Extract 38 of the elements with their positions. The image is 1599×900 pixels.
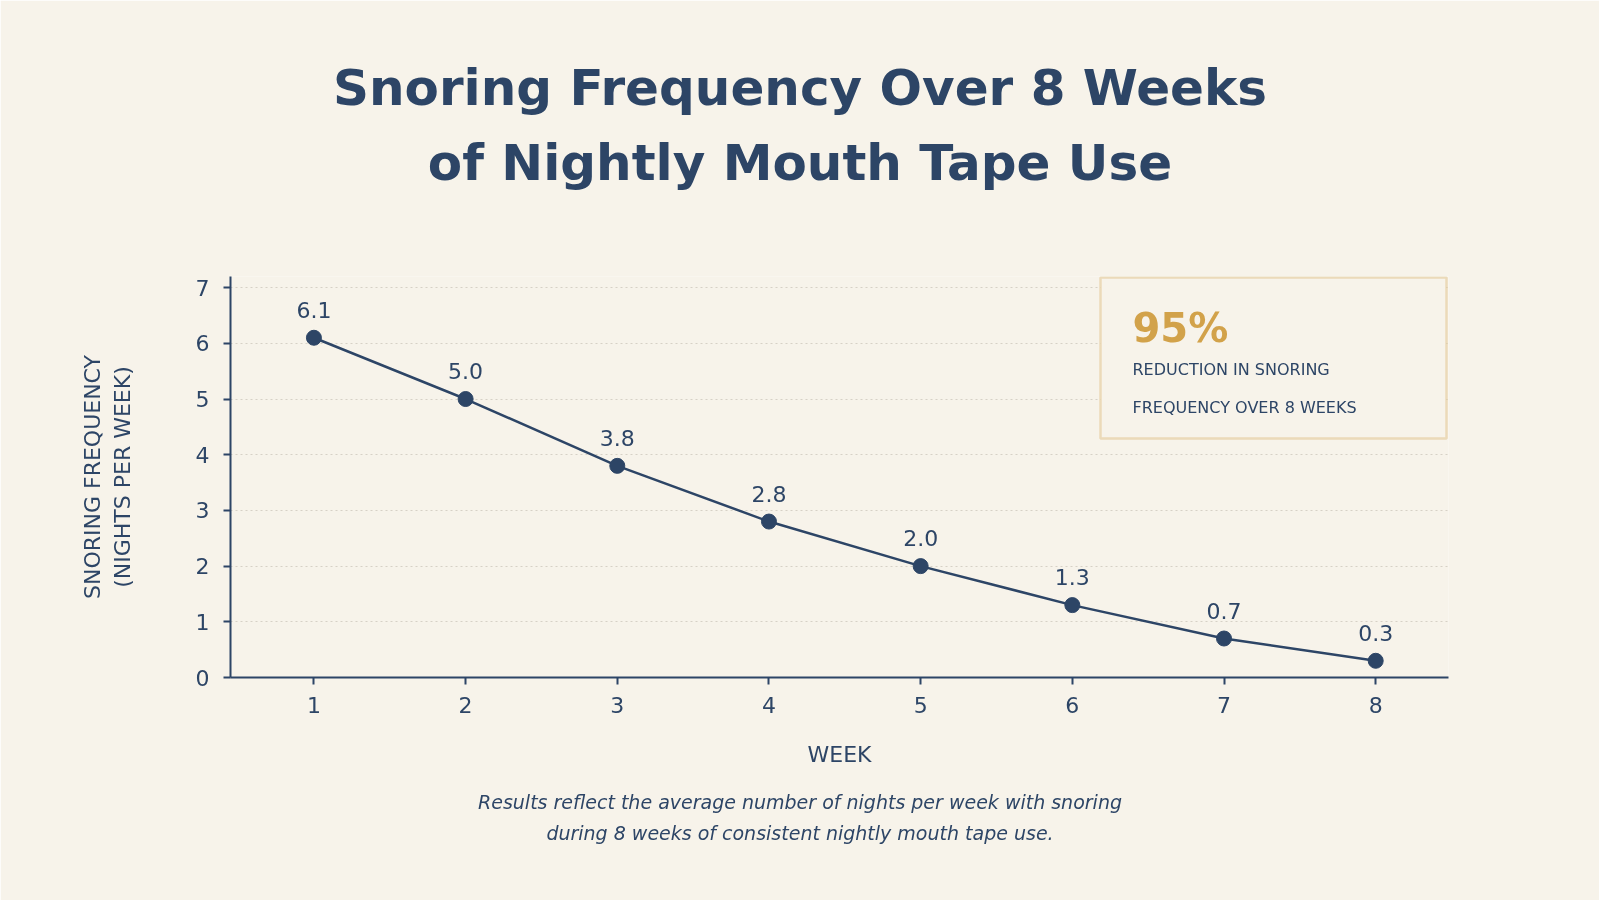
point	[760, 513, 777, 530]
y-axis-title: SNORING FREQUENCY (NIGHTS PER WEEK)	[79, 354, 135, 600]
x-tick-label: 5	[913, 692, 928, 718]
data-label: 0.3	[1358, 620, 1394, 646]
point	[1367, 652, 1384, 669]
data-label: 2.0	[903, 526, 939, 552]
y-tick-label: 3	[195, 498, 210, 524]
y-tick-label: 4	[195, 442, 210, 468]
y-tick-label: 6	[195, 331, 210, 357]
y-tick-label: 5	[195, 387, 210, 413]
y-tick-label: 1	[195, 609, 210, 635]
data-label: 6.1	[296, 297, 332, 323]
annotation: REDUCTION IN SNORING FREQUENCY OVER 8 WEEKS	[1132, 360, 1357, 417]
x-tick-label: 6	[1065, 692, 1080, 718]
point	[1064, 597, 1081, 614]
annotation: 95%	[1132, 304, 1229, 351]
y-tick-label: 0	[195, 665, 210, 691]
text: Results reflect the average number of nights per week with snoring during 8 weeks of consistent nightly mouth tape use.	[478, 790, 1122, 845]
data-label: 2.8	[751, 481, 787, 507]
x-tick-label: 7	[1217, 692, 1232, 718]
point	[609, 457, 626, 474]
point	[305, 329, 322, 346]
x-axis-title: WEEK	[807, 741, 873, 767]
point	[1216, 630, 1233, 647]
x-tick-label: 3	[610, 692, 625, 718]
y-tick-label: 7	[195, 275, 210, 301]
x-tick-label: 2	[458, 692, 473, 718]
data-label: 1.3	[1054, 565, 1090, 591]
chart-title: Snoring Frequency Over 8 Weeks of Nightly Mouth Tape Use	[332, 58, 1268, 193]
data-label: 5.0	[448, 359, 484, 385]
x-tick-label: 4	[761, 692, 776, 718]
y-tick-label: 2	[195, 554, 210, 580]
x-tick-label: 1	[306, 692, 321, 718]
data-label: 0.7	[1206, 598, 1242, 624]
data-label: 3.8	[599, 425, 635, 451]
point	[912, 558, 929, 575]
point	[457, 391, 474, 408]
x-tick-label: 8	[1368, 692, 1383, 718]
